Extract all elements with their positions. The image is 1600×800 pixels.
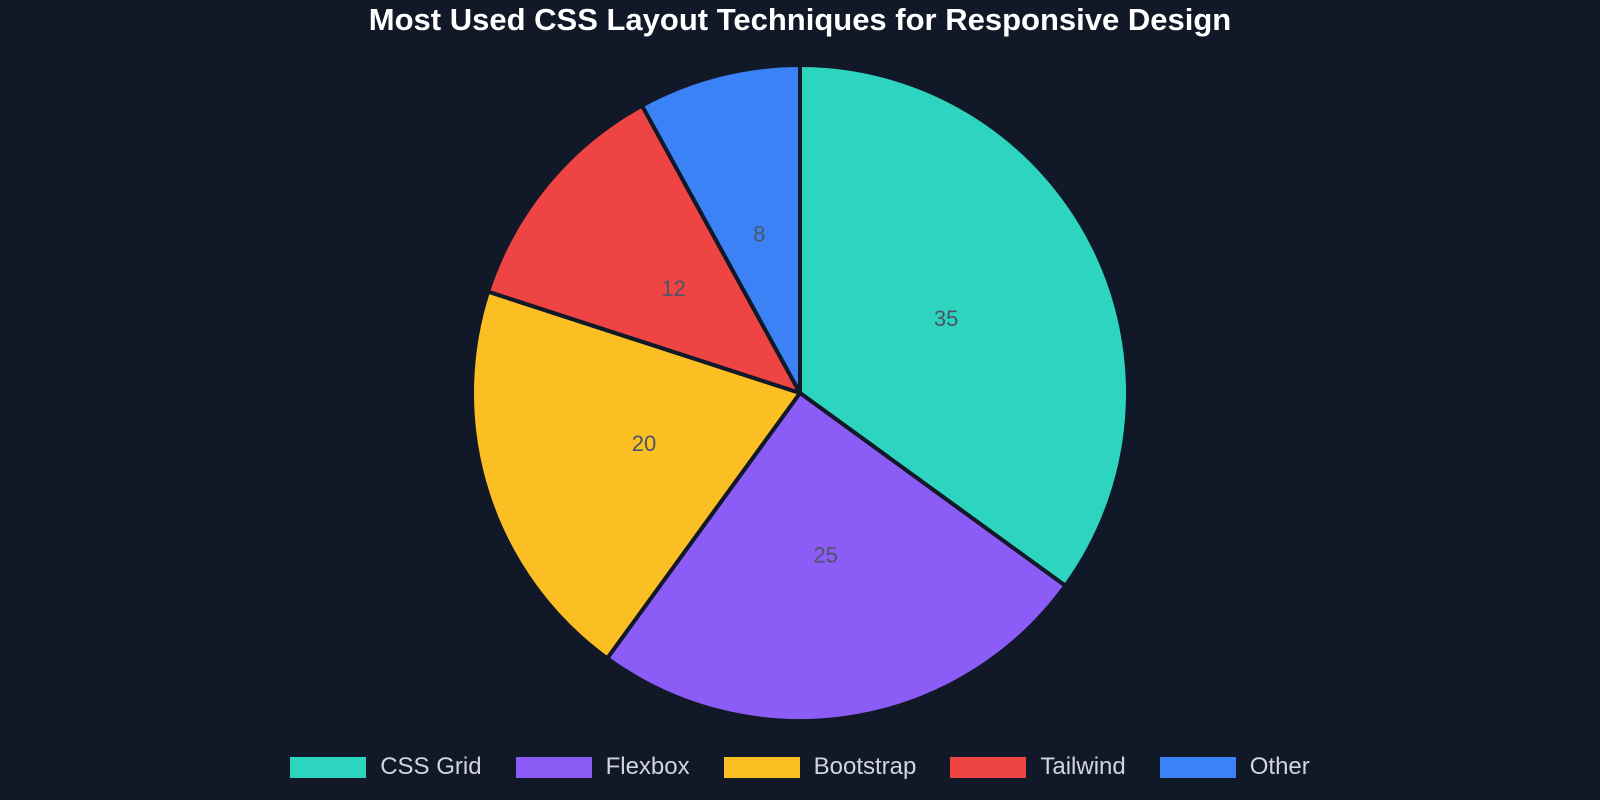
legend-swatch — [290, 756, 367, 778]
legend-item-other[interactable]: Other — [1159, 753, 1310, 781]
pie-slice-other — [639, 63, 802, 395]
legend: CSS Grid Flexbox Bootstrap Tailwind Other — [0, 750, 1600, 784]
slice-label-bootstrap: 20 — [632, 431, 656, 456]
legend-label: Other — [1249, 753, 1310, 780]
legend-item-flexbox[interactable]: Flexbox — [515, 753, 690, 781]
pie-slice-bootstrap — [469, 289, 802, 661]
legend-swatch — [723, 756, 800, 778]
legend-label: Flexbox — [605, 753, 690, 780]
legend-swatch — [950, 756, 1027, 778]
legend-item-css-grid[interactable]: CSS Grid — [290, 753, 482, 781]
legend-item-bootstrap[interactable]: Bootstrap — [723, 753, 917, 781]
slice-label-flexbox: 25 — [813, 542, 837, 567]
slice-label-other: 8 — [753, 222, 765, 247]
slice-label-tailwind: 12 — [661, 276, 685, 301]
legend-label: Bootstrap — [813, 753, 917, 780]
legend-swatch — [515, 756, 592, 778]
pie-slices — [469, 63, 1130, 724]
chart-title: Most Used CSS Layout Techniques for Resp… — [368, 2, 1232, 37]
pie-labels: 35 25 20 12 8 — [632, 222, 959, 568]
legend-label: Tailwind — [1040, 753, 1126, 780]
legend-swatch — [1159, 756, 1236, 778]
pie-slice-css-grid — [798, 63, 1130, 588]
legend-item-tailwind[interactable]: Tailwind — [950, 753, 1126, 781]
pie-slice-tailwind — [486, 103, 802, 395]
legend-label: CSS Grid — [380, 753, 482, 780]
pie-slice-flexbox — [605, 391, 1068, 724]
slice-label-css-grid: 35 — [934, 306, 958, 331]
